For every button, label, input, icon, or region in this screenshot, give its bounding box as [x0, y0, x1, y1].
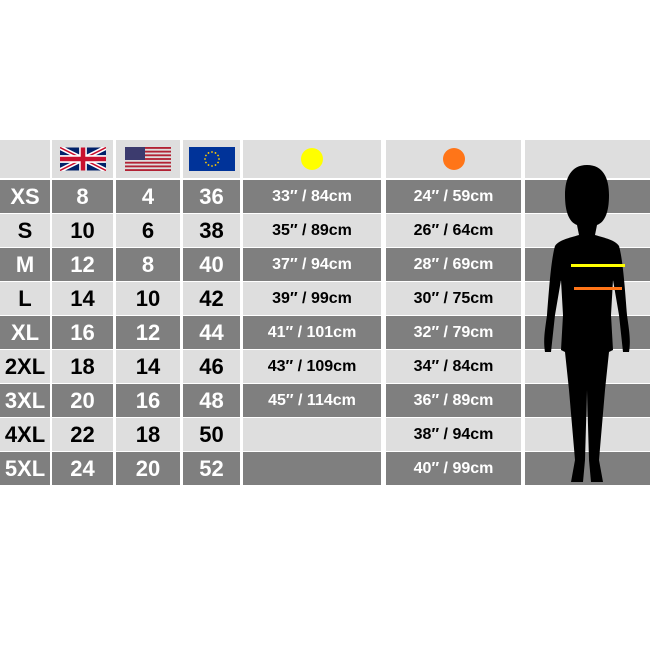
figure-row-bg: [525, 418, 650, 451]
cell-bust: 37″ / 94cm: [243, 248, 381, 281]
woman-silhouette-icon: [544, 165, 630, 482]
cell-uk: 10: [52, 214, 113, 247]
yellow-dot-icon: [300, 147, 324, 171]
cell-size: L: [0, 282, 50, 315]
cell-waist: 24″ / 59cm: [386, 180, 521, 213]
bust-line: [571, 264, 625, 267]
cell-eu: 52: [183, 452, 240, 485]
cell-size: M: [0, 248, 50, 281]
cell-eu: 40: [183, 248, 240, 281]
header-size: [0, 140, 50, 178]
cell-us: 16: [116, 384, 180, 417]
cell-uk: 12: [52, 248, 113, 281]
cell-waist: 26″ / 64cm: [386, 214, 521, 247]
cell-eu: 48: [183, 384, 240, 417]
cell-us: 4: [116, 180, 180, 213]
cell-size: 3XL: [0, 384, 50, 417]
cell-us: 8: [116, 248, 180, 281]
cell-uk: 24: [52, 452, 113, 485]
cell-bust: 33″ / 84cm: [243, 180, 381, 213]
column-bust: 33″ / 84cm 35″ / 89cm 37″ / 94cm 39″ / 99cm…: [243, 140, 381, 486]
header-eu: [183, 140, 240, 178]
cell-waist: 38″ / 94cm: [386, 418, 521, 451]
cell-eu: 36: [183, 180, 240, 213]
header-waist: [386, 140, 521, 178]
cell-waist: 36″ / 89cm: [386, 384, 521, 417]
cell-eu: 50: [183, 418, 240, 451]
cell-waist: 32″ / 79cm: [386, 316, 521, 349]
cell-uk: 22: [52, 418, 113, 451]
orange-dot-icon: [442, 147, 466, 171]
header-uk: [52, 140, 113, 178]
column-us: 4 6 8 10 12 14 16 18 20: [116, 140, 180, 486]
cell-us: 6: [116, 214, 180, 247]
cell-uk: 18: [52, 350, 113, 383]
cell-waist: 30″ / 75cm: [386, 282, 521, 315]
cell-waist: 34″ / 84cm: [386, 350, 521, 383]
cell-bust: 45″ / 114cm: [243, 384, 381, 417]
cell-bust: 39″ / 99cm: [243, 282, 381, 315]
column-eu: 36 38 40 42 44 46 48 50 52: [183, 140, 240, 486]
cell-bust: 41″ / 101cm: [243, 316, 381, 349]
uk-flag-icon: [59, 147, 106, 171]
cell-bust: [243, 452, 381, 485]
cell-us: 10: [116, 282, 180, 315]
column-waist: 24″ / 59cm 26″ / 64cm 28″ / 69cm 30″ / 75cm…: [386, 140, 521, 486]
cell-us: 12: [116, 316, 180, 349]
cell-eu: 38: [183, 214, 240, 247]
cell-eu: 44: [183, 316, 240, 349]
cell-waist: 28″ / 69cm: [386, 248, 521, 281]
cell-size: 2XL: [0, 350, 50, 383]
column-uk: 8 10 12 14 16 18 20 22 24: [52, 140, 113, 486]
cell-uk: 8: [52, 180, 113, 213]
cell-uk: 14: [52, 282, 113, 315]
cell-bust: 43″ / 109cm: [243, 350, 381, 383]
cell-size: 5XL: [0, 452, 50, 485]
cell-uk: 16: [52, 316, 113, 349]
eu-flag-icon: [188, 147, 235, 171]
column-size: XS S M L XL 2XL 3XL 4XL 5XL: [0, 140, 50, 486]
cell-size: XS: [0, 180, 50, 213]
cell-bust: [243, 418, 381, 451]
cell-us: 14: [116, 350, 180, 383]
cell-uk: 20: [52, 384, 113, 417]
cell-size: 4XL: [0, 418, 50, 451]
cell-bust: 35″ / 89cm: [243, 214, 381, 247]
header-us: [116, 140, 180, 178]
cell-eu: 46: [183, 350, 240, 383]
header-bust: [243, 140, 381, 178]
cell-waist: 40″ / 99cm: [386, 452, 521, 485]
cell-us: 18: [116, 418, 180, 451]
figure-row-bg: [525, 452, 650, 485]
cell-us: 20: [116, 452, 180, 485]
waist-line: [574, 287, 622, 290]
cell-size: S: [0, 214, 50, 247]
cell-size: XL: [0, 316, 50, 349]
us-flag-icon: [125, 147, 171, 171]
cell-eu: 42: [183, 282, 240, 315]
